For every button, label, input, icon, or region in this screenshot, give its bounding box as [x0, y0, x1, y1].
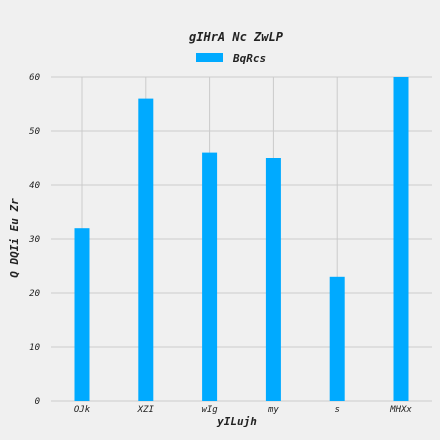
bar-s: [329, 276, 345, 401]
y-tick-label: 20: [29, 289, 40, 299]
legend-swatch: [196, 53, 223, 62]
bar-XZI: [138, 98, 154, 401]
x-axis-label: yILujh: [216, 415, 257, 428]
x-tick-label: s: [334, 405, 339, 415]
y-tick-label: 10: [29, 343, 40, 353]
x-tick-label: wIg: [201, 405, 218, 415]
legend-label: BqRcs: [232, 52, 266, 65]
x-tick-label: XZI: [137, 405, 155, 415]
y-tick-label: 60: [29, 73, 40, 83]
bars: [74, 77, 409, 401]
bar-OJk: [74, 228, 90, 401]
legend: BqRcs: [196, 52, 266, 65]
y-tick-label: 30: [28, 235, 40, 245]
bar-my: [265, 158, 281, 401]
x-tick-label: MHXx: [389, 405, 412, 415]
bar-wIg: [202, 152, 218, 401]
y-tick-label: 40: [29, 181, 40, 191]
chart-title: gIHrA Nc ZwLP: [189, 30, 284, 44]
bar-MHXx: [393, 77, 409, 401]
x-tick-label: my: [267, 405, 279, 415]
y-axis-label: Q DQIi Eu Zr: [8, 198, 21, 278]
y-tick-labels: 0 10 20 30 40 50 60: [28, 73, 40, 407]
y-tick-label: 50: [29, 127, 40, 137]
gridlines: [51, 76, 432, 402]
x-tick-labels: OJk XZI wIg my s MHXx: [74, 405, 413, 415]
y-tick-label: 0: [35, 397, 40, 407]
x-tick-label: OJk: [74, 405, 91, 415]
